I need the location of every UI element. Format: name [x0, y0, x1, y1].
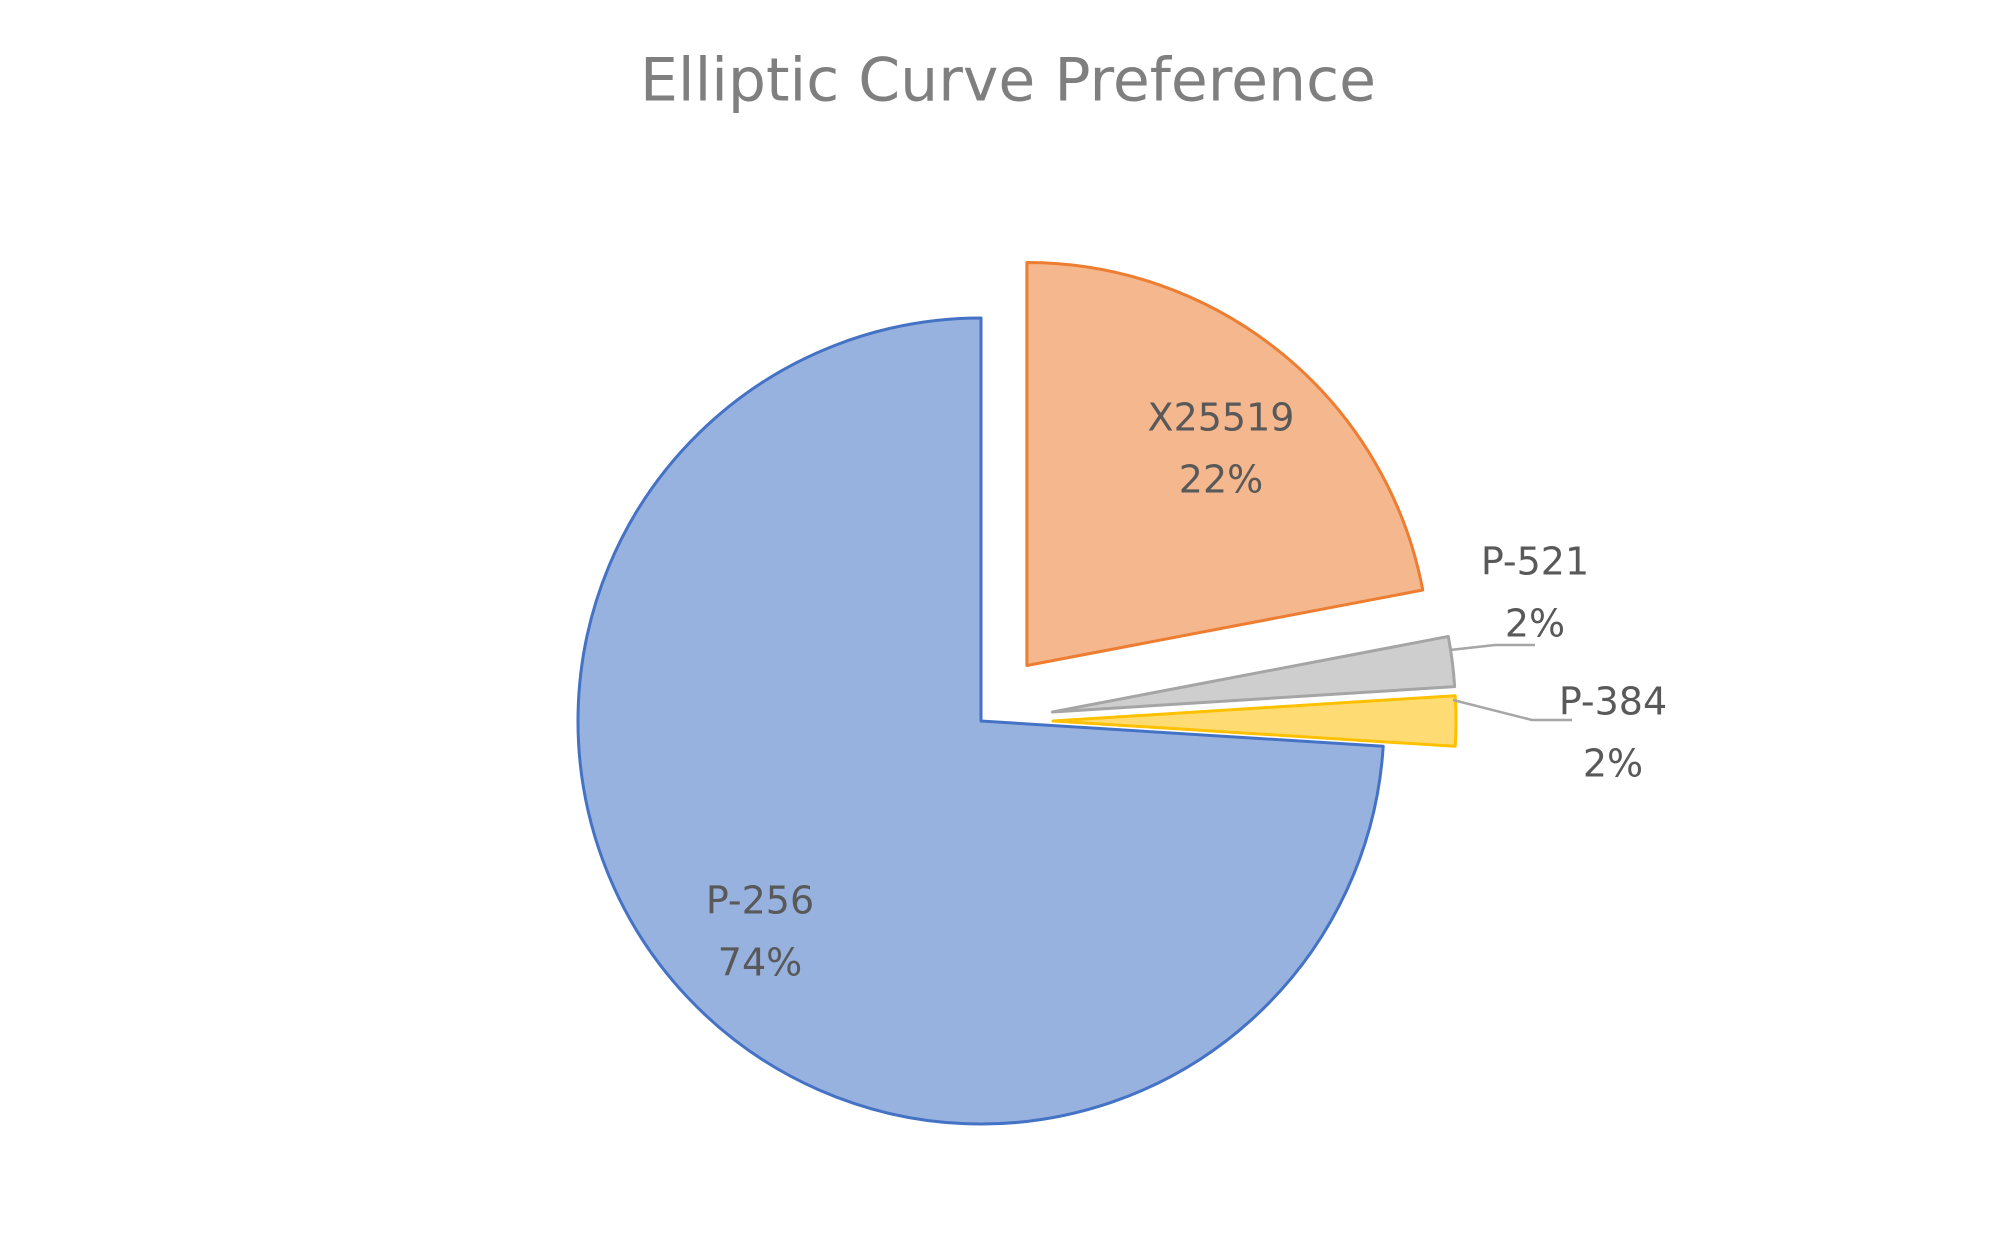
pie-slice [1051, 694, 1458, 748]
data-label-name: P-256 [706, 879, 814, 923]
pie-slice [576, 316, 1385, 1126]
data-label-value: 22% [1179, 458, 1263, 502]
data-label-name: X25519 [1148, 396, 1295, 440]
chart-title: Elliptic Curve Preference [640, 46, 1376, 116]
pie-slice [1025, 261, 1425, 668]
leader-line [1452, 698, 1572, 722]
leader-line [1449, 643, 1535, 652]
data-label-value: 2% [1505, 602, 1565, 646]
data-label-name: P-521 [1481, 540, 1589, 584]
pie-slice [1050, 634, 1457, 714]
data-label-value: 74% [718, 941, 802, 985]
data-label-value: 2% [1583, 742, 1643, 786]
data-label-name: P-384 [1559, 680, 1667, 724]
